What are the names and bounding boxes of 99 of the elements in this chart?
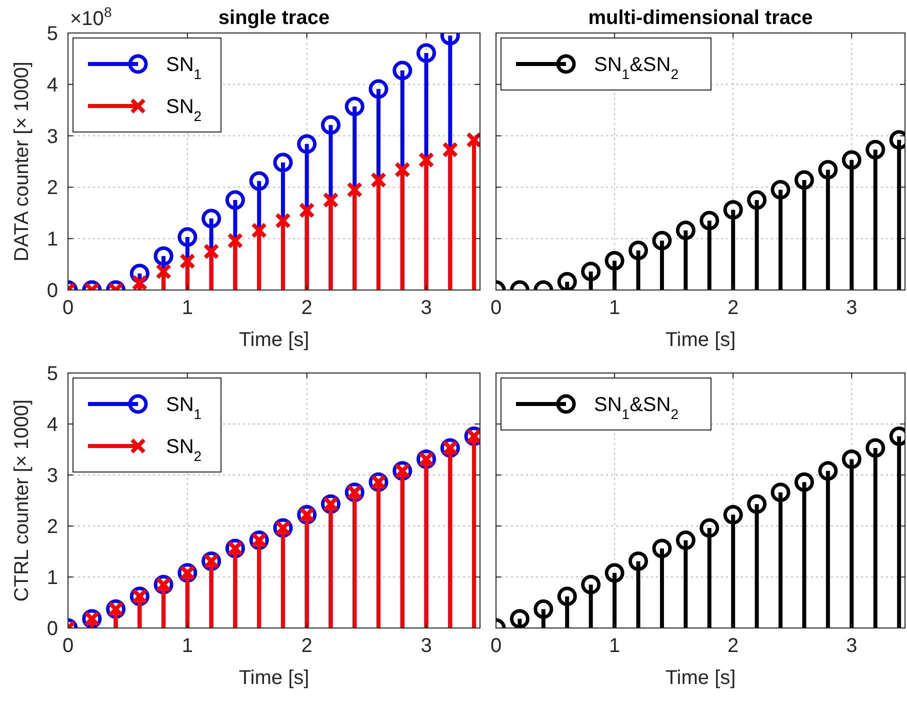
point (346, 182, 363, 198)
x-tick-label: 0 (62, 635, 74, 657)
legend-label: SN$_{1}$ (166, 54, 202, 82)
point (202, 208, 222, 228)
point (274, 212, 291, 229)
x-tick-label: 1 (182, 297, 193, 319)
point (842, 449, 862, 469)
point (604, 563, 624, 583)
y-tick-label: 0 (46, 280, 58, 302)
y-axis-title: CTRL counter [× 1000] (11, 399, 33, 602)
point (628, 240, 648, 260)
y-tick-label: 5 (46, 23, 58, 45)
x-axis-title: Time [s] (238, 329, 310, 351)
y-tick-label: 2 (46, 177, 58, 200)
x-tick-label: 0 (490, 297, 502, 319)
x-tick-label: 2 (728, 635, 739, 657)
y-axis-title: DATA counter [× 1000] (11, 62, 33, 262)
legend-label: SN$_{1}$ (166, 394, 202, 422)
point (370, 172, 386, 188)
point (557, 272, 577, 290)
x-tick-label: 2 (301, 635, 312, 657)
point (723, 505, 743, 525)
point (418, 152, 434, 168)
point (251, 222, 268, 238)
chart-title: multi-dimensional trace (588, 7, 813, 29)
x-tick-label: 1 (608, 297, 620, 319)
y-tick-label: 3 (46, 126, 58, 148)
point (154, 246, 174, 266)
point (794, 472, 814, 492)
legend-label: SN$_{2}$ (166, 96, 202, 124)
point (700, 518, 720, 538)
point (604, 250, 624, 270)
point (818, 160, 838, 180)
point (322, 192, 339, 208)
legend-label: SN$_{1}$&SN$_{2}$ (594, 394, 679, 422)
point (557, 586, 577, 606)
y-tick-label: 5 (46, 363, 58, 385)
point (628, 551, 648, 571)
point (320, 115, 340, 135)
x-tick-label: 0 (490, 635, 502, 657)
chart-title: single trace (218, 7, 330, 29)
point (794, 170, 814, 190)
point (534, 599, 554, 619)
point (770, 180, 790, 200)
point (700, 210, 720, 230)
point (132, 274, 148, 290)
x-axis-title: Time [s] (665, 667, 736, 689)
y-tick-label: 4 (46, 414, 58, 436)
point (344, 96, 364, 116)
point (394, 162, 410, 178)
point (866, 438, 886, 458)
point (368, 79, 388, 99)
point (842, 150, 862, 170)
point (652, 538, 672, 558)
point (818, 461, 838, 481)
point (178, 227, 198, 247)
y-tick-label: 4 (46, 74, 58, 96)
text: ×10$^{8}$ (70, 4, 112, 30)
y-tick-label: 3 (46, 465, 58, 487)
point (442, 142, 458, 158)
point (866, 140, 886, 160)
point (676, 530, 696, 550)
x-axis-title: Time [s] (665, 329, 736, 351)
point (225, 190, 245, 210)
point (747, 190, 767, 210)
point (298, 202, 315, 218)
point (156, 263, 172, 280)
point (297, 134, 317, 154)
x-tick-label: 3 (420, 635, 432, 657)
point (723, 200, 743, 220)
legend-label: SN$_{1}$&SN$_{2}$ (594, 54, 679, 82)
point (747, 494, 767, 514)
x-tick-label: 2 (728, 297, 739, 319)
point (249, 171, 269, 191)
point (581, 574, 601, 594)
y-tick-label: 0 (46, 618, 58, 640)
x-tick-label: 2 (301, 297, 312, 319)
point (652, 230, 672, 250)
point (203, 243, 220, 260)
point (227, 232, 244, 249)
y-tick-label: 1 (46, 228, 58, 251)
point (581, 262, 601, 282)
y-tick-label: 1 (46, 567, 58, 589)
x-tick-label: 3 (846, 635, 858, 657)
point (676, 220, 696, 240)
x-tick-label: 1 (608, 635, 620, 657)
point (510, 609, 530, 628)
x-tick-label: 3 (846, 297, 858, 319)
point (416, 43, 436, 63)
x-tick-label: 0 (62, 297, 74, 319)
y-tick-label: 2 (46, 516, 58, 538)
x-axis-title: Time [s] (238, 667, 310, 689)
point (273, 152, 293, 172)
point (179, 253, 196, 270)
x-tick-label: 3 (420, 297, 432, 319)
point (770, 482, 790, 502)
point (392, 60, 412, 80)
legend-label: SN$_{2}$ (166, 436, 202, 464)
x-tick-label: 1 (182, 635, 193, 657)
